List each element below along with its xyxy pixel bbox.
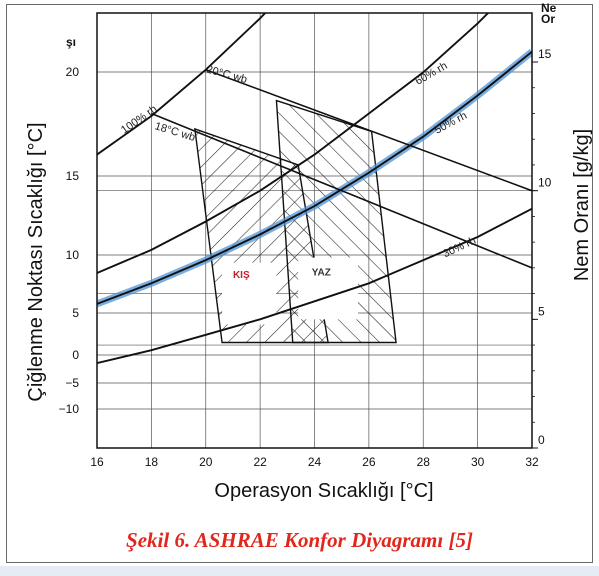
y-left-tick-label: 10: [66, 248, 80, 262]
x-tick-label: 32: [525, 455, 539, 469]
x-tick-label: 28: [417, 455, 431, 469]
y-right-tick-label: 5: [538, 304, 545, 318]
plot-area: [96, 12, 533, 449]
y-left-tick-label: 5: [72, 306, 79, 320]
wb-line: [151, 112, 532, 269]
y-axis-left-label: Çiğlenme Noktası Sıcaklığı [°C]: [25, 122, 47, 401]
curve-label: 20°C wb: [205, 64, 248, 86]
axis-ticks: 16 18 20 22 24 26 28 30 32 20 15 10 5 0 −5 −10 15 10 5 0 şı N…: [59, 1, 557, 469]
x-tick-label: 24: [308, 455, 322, 469]
y-left-tick-label: 0: [72, 348, 79, 362]
zone-label-winter: KIŞ: [233, 270, 250, 281]
y-left-tick-label: −10: [59, 402, 80, 416]
x-tick-label: 20: [199, 455, 213, 469]
rh-curve: [97, 50, 532, 305]
rh-curve: [97, 13, 267, 156]
top-right-fragment: Ne: [541, 1, 557, 15]
y-right-tick-label: 15: [538, 47, 552, 61]
figure-caption: Şekil 6. ASHRAE Konfor Diyagramı [5]: [126, 528, 473, 552]
x-tick-label: 30: [471, 455, 485, 469]
x-axis-label: Operasyon Sıcaklığı [°C]: [214, 480, 433, 502]
bottom-strip: [0, 566, 599, 576]
y-left-tick-label: 20: [66, 65, 80, 79]
x-tick-label: 26: [362, 455, 376, 469]
rh-curve: [97, 207, 532, 365]
zone-label-summer: YAZ: [312, 268, 331, 279]
y-axis-right-label: Nem Oranı [g/kg]: [571, 129, 593, 281]
top-left-fragment: şı: [66, 35, 76, 49]
zone-label-panel: [222, 262, 277, 325]
y-right-tick-label: 0: [538, 433, 545, 447]
zone-label-panel: [298, 257, 358, 320]
wb-line: [205, 68, 532, 192]
chart-curves: [97, 13, 532, 365]
comfort-zones: KIŞ YAZ: [194, 99, 397, 344]
top-right-fragment: Or: [541, 12, 555, 26]
x-tick-label: 18: [145, 455, 159, 469]
x-tick-label: 16: [90, 455, 104, 469]
y-left-tick-label: 15: [66, 169, 80, 183]
x-tick-label: 22: [253, 455, 267, 469]
rh-curve: [97, 13, 490, 274]
y-left-tick-label: −5: [65, 376, 79, 390]
y-right-tick-label: 10: [538, 176, 552, 190]
